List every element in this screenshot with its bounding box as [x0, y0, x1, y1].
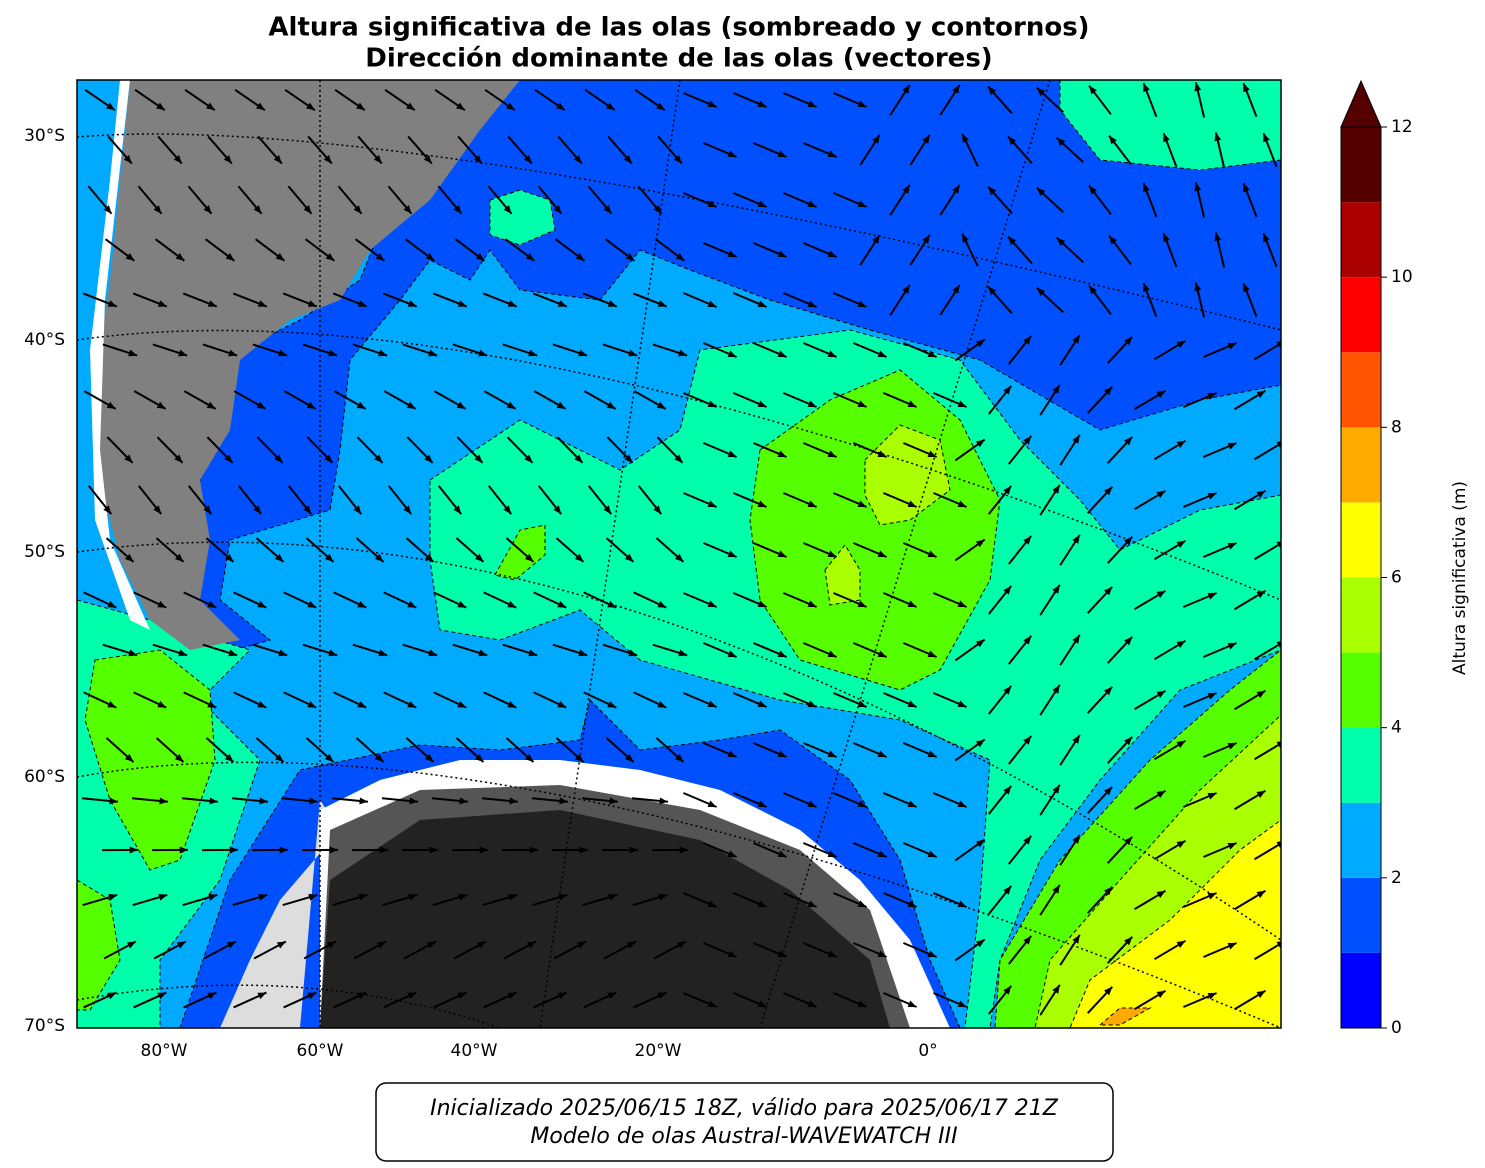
colorbar-tick-label: 2: [1391, 868, 1402, 888]
footer-box: [376, 1083, 1113, 1161]
colorbar-label: Altura significativa (m): [1450, 481, 1470, 675]
colorbar: 0 2 4 6 8 10 12: [1341, 81, 1413, 1038]
colorbar-band: [1341, 127, 1381, 202]
colorbar-band: [1341, 878, 1381, 953]
colorbar-band: [1341, 728, 1381, 803]
colorbar-tick-label: 12: [1391, 117, 1413, 137]
colorbar-tick-label: 4: [1391, 718, 1402, 738]
lat-label: 60°S: [24, 767, 65, 787]
footer-line: Inicializado 2025/06/15 18Z, válido para…: [430, 1096, 1059, 1121]
colorbar-tick-label: 6: [1391, 568, 1402, 588]
colorbar-tick-label: 10: [1391, 267, 1413, 287]
lon-label: 20°W: [635, 1041, 682, 1061]
colorbar-band: [1341, 578, 1381, 653]
footer-line: Modelo de olas Austral-WAVEWATCH III: [530, 1124, 957, 1149]
colorbar-band: [1341, 277, 1381, 352]
colorbar-band: [1341, 953, 1381, 1028]
lat-label: 40°S: [24, 330, 65, 350]
lon-label: 80°W: [141, 1041, 188, 1061]
lon-label: 0°: [918, 1041, 937, 1061]
title-line: Altura significativa de las olas (sombre…: [268, 13, 1089, 43]
colorbar-tick-label: 0: [1391, 1018, 1402, 1038]
lon-label: 60°W: [297, 1041, 344, 1061]
map: [77, 80, 1285, 1028]
colorbar-tick-label: 8: [1391, 417, 1402, 437]
colorbar-band: [1341, 502, 1381, 577]
colorbar-band: [1341, 352, 1381, 427]
colorbar-band: [1341, 202, 1381, 277]
lat-label: 70°S: [24, 1016, 65, 1036]
lat-label: 50°S: [24, 542, 65, 562]
colorbar-band: [1341, 803, 1381, 878]
title-line: Dirección dominante de las olas (vectore…: [365, 44, 992, 74]
colorbar-extend: [1341, 81, 1381, 127]
colorbar-band: [1341, 427, 1381, 502]
colorbar-band: [1341, 653, 1381, 728]
lat-label: 30°S: [24, 126, 65, 146]
lon-label: 40°W: [451, 1041, 498, 1061]
